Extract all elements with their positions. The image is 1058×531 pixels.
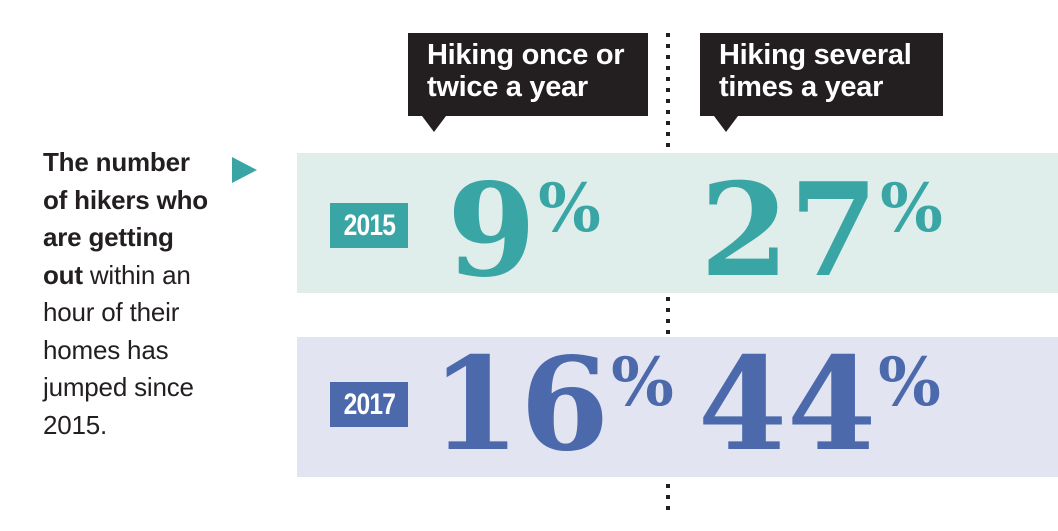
stat-value: 9: [447, 156, 537, 306]
stat-2015-once-twice: 9%: [447, 167, 601, 295]
bubble-tail-icon: [422, 116, 446, 132]
data-row-2015: 2015 9% 27%: [297, 153, 1058, 295]
year-badge-2017: 2017: [330, 382, 408, 427]
intro-text-rest: within an hour of their homes has jumped…: [43, 259, 194, 440]
bubble-tail-icon: [714, 116, 738, 132]
percent-sign: %: [538, 169, 601, 247]
year-badge-label: 2017: [343, 387, 395, 421]
data-row-2017: 2017 16% 44%: [297, 337, 1058, 477]
stat-2017-several-times: 44%: [698, 341, 941, 469]
percent-sign: %: [878, 343, 941, 421]
year-badge-2015: 2015: [330, 203, 408, 248]
stat-2017-once-twice: 16%: [431, 341, 674, 469]
stat-value: 16: [431, 330, 610, 480]
stat-value: 44: [698, 330, 877, 480]
column-header-once-twice: Hiking once or twice a year: [408, 33, 648, 132]
stat-value: 27: [700, 156, 879, 306]
year-badge-label: 2015: [343, 208, 395, 242]
percent-sign: %: [611, 343, 674, 421]
stat-2015-several-times: 27%: [700, 167, 943, 295]
intro-text: The number of hikers who are getting out…: [43, 144, 213, 444]
intro-text-emphasis: The number of hikers who are getting out: [43, 147, 208, 290]
column-header-several-times: Hiking several times a year: [700, 33, 943, 132]
triangle-right-icon: [232, 157, 257, 183]
percent-sign: %: [880, 169, 943, 247]
